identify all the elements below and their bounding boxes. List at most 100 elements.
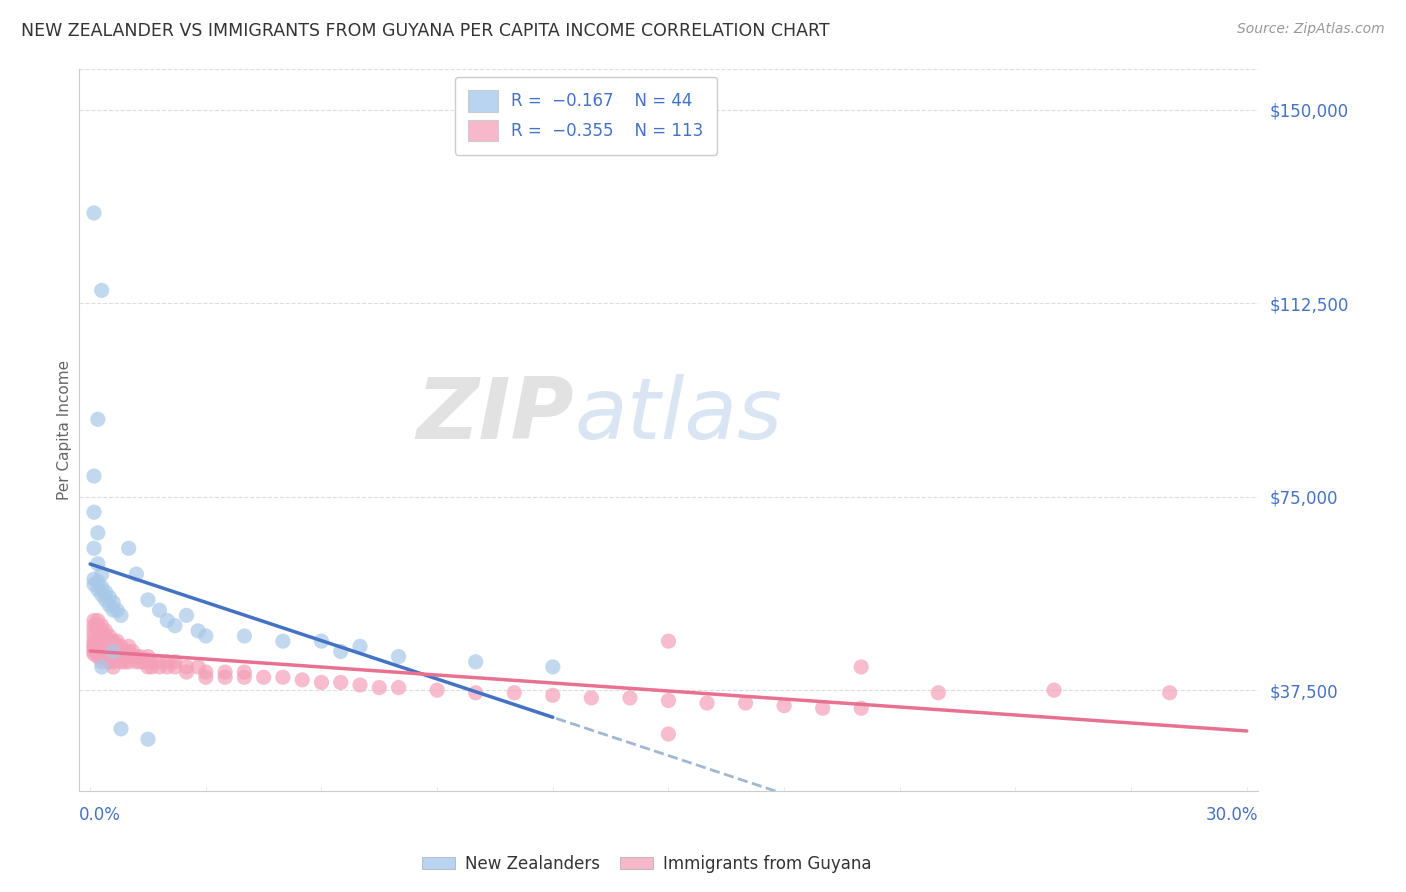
Point (581, 690, 603, 705)
Point (90, 567, 112, 582)
Text: Source: ZipAtlas.com: Source: ZipAtlas.com (1237, 22, 1385, 37)
Point (98, 591, 121, 605)
Point (187, 660, 209, 674)
Point (156, 614, 179, 628)
Point (90, 649, 112, 664)
Point (94, 640, 117, 654)
Point (194, 665, 217, 679)
Point (132, 655, 155, 669)
Point (349, 678, 371, 692)
Point (136, 655, 159, 669)
Point (87, 649, 110, 664)
Point (118, 655, 141, 669)
Point (121, 644, 143, 658)
Point (114, 655, 136, 669)
Point (83, 647, 105, 661)
Point (83, 469, 105, 483)
Point (148, 660, 170, 674)
Point (311, 675, 333, 690)
Point (541, 689, 564, 703)
Point (83, 577, 105, 591)
Point (148, 603, 170, 617)
Point (194, 629, 217, 643)
Point (87, 629, 110, 643)
Point (619, 690, 641, 705)
Point (90, 580, 112, 594)
Point (83, 624, 105, 638)
Point (464, 655, 486, 669)
Point (271, 670, 294, 684)
Point (103, 644, 125, 658)
Point (94, 634, 117, 648)
Point (83, 505, 105, 519)
Text: NEW ZEALANDER VS IMMIGRANTS FROM GUYANA PER CAPITA INCOME CORRELATION CHART: NEW ZEALANDER VS IMMIGRANTS FROM GUYANA … (21, 22, 830, 40)
Point (121, 649, 143, 664)
Legend: New Zealanders, Immigrants from Guyana: New Zealanders, Immigrants from Guyana (415, 848, 879, 880)
Point (129, 655, 152, 669)
Point (87, 582, 110, 597)
Point (148, 655, 170, 669)
Point (233, 629, 256, 643)
Point (464, 686, 486, 700)
Point (87, 624, 110, 638)
Point (253, 670, 276, 684)
Point (90, 618, 112, 632)
Point (94, 585, 117, 599)
Point (136, 649, 159, 664)
Point (233, 670, 256, 684)
Point (90, 640, 112, 654)
Point (87, 634, 110, 648)
Point (94, 649, 117, 664)
Point (291, 673, 314, 687)
Point (657, 634, 679, 648)
Point (368, 681, 391, 695)
Point (233, 665, 256, 679)
Point (83, 618, 105, 632)
Point (87, 557, 110, 571)
Point (176, 660, 198, 674)
Legend: R =  −0.167    N = 44, R =  −0.355    N = 113: R = −0.167 N = 44, R = −0.355 N = 113 (454, 77, 717, 154)
Point (94, 593, 117, 607)
Point (83, 614, 105, 628)
Point (118, 640, 141, 654)
Point (136, 593, 159, 607)
Point (83, 644, 105, 658)
Point (83, 640, 105, 654)
Point (194, 670, 217, 684)
Point (387, 681, 409, 695)
Point (118, 649, 141, 664)
Point (125, 655, 148, 669)
Point (87, 618, 110, 632)
Point (163, 618, 186, 632)
Point (125, 567, 148, 582)
Point (90, 644, 112, 658)
Point (118, 541, 141, 556)
Point (271, 634, 294, 648)
Point (110, 644, 132, 658)
Point (503, 686, 526, 700)
Point (87, 644, 110, 658)
Point (734, 696, 756, 710)
Point (811, 701, 834, 715)
Point (105, 634, 128, 648)
Point (129, 649, 152, 664)
Point (118, 644, 141, 658)
Point (187, 624, 209, 638)
Point (94, 644, 117, 658)
Point (176, 608, 198, 623)
Point (110, 608, 132, 623)
Point (87, 574, 110, 589)
Point (105, 640, 128, 654)
Point (94, 624, 117, 638)
Text: atlas: atlas (574, 374, 782, 457)
Point (98, 629, 121, 643)
Point (103, 603, 125, 617)
Point (1159, 686, 1181, 700)
Point (141, 655, 163, 669)
Y-axis label: Per Capita Income: Per Capita Income (58, 359, 72, 500)
Point (214, 665, 236, 679)
Point (311, 634, 333, 648)
Point (176, 665, 198, 679)
Point (87, 614, 110, 628)
Point (87, 525, 110, 540)
